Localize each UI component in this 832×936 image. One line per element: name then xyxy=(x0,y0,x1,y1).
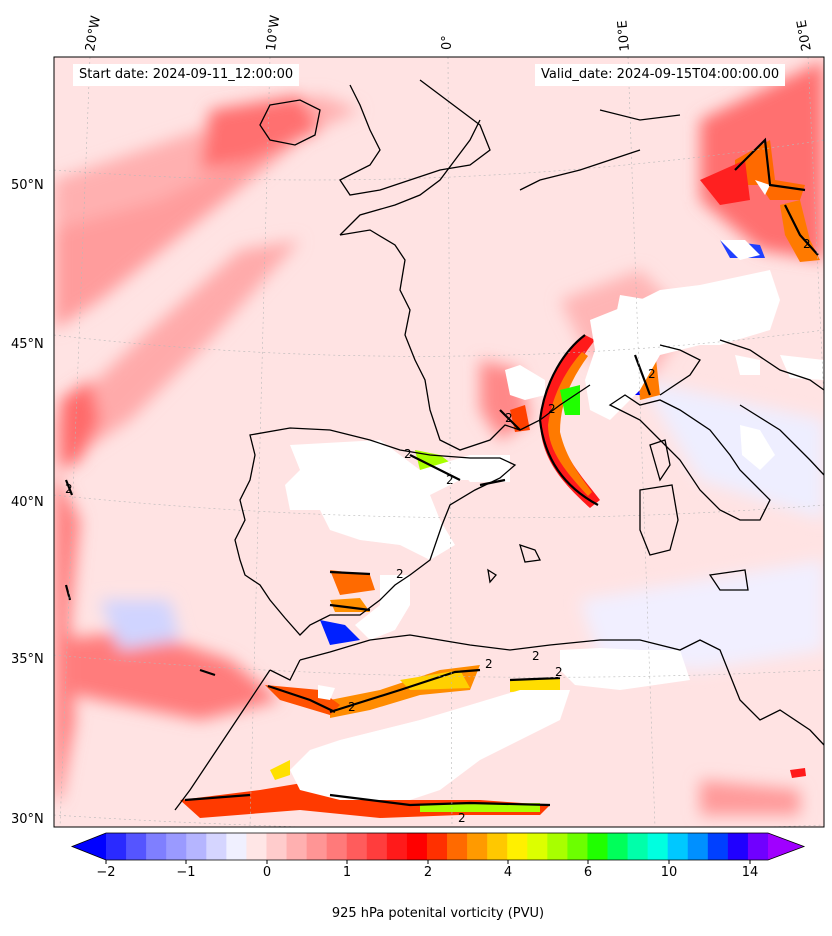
colorbar-swatch xyxy=(206,833,227,860)
map-frame xyxy=(53,56,825,828)
colorbar-swatch xyxy=(507,833,528,860)
colorbar-swatch xyxy=(607,833,629,860)
contour-label: 2 xyxy=(532,649,540,663)
contour-label: 2 xyxy=(446,473,454,487)
colorbar-swatch xyxy=(527,833,548,860)
colorbar-swatch xyxy=(166,833,187,860)
colorbar-tick-label: 10 xyxy=(660,865,678,880)
contour-label: 2 xyxy=(404,447,412,461)
colorbar-swatch xyxy=(747,833,769,860)
colorbar-swatch xyxy=(186,833,207,860)
colorbar-swatch xyxy=(727,833,749,860)
colorbar-swatch xyxy=(386,833,408,860)
colorbar-swatch xyxy=(567,833,588,860)
contour-label: 2 xyxy=(396,567,404,581)
colorbar-tick-label: 2 xyxy=(423,865,433,880)
lon-label-0: 0° xyxy=(440,35,455,50)
colorbar-label: 925 hPa potenital vorticity (PVU) xyxy=(331,906,545,921)
colorbar-tick-label: −2 xyxy=(96,865,116,880)
masked-regions xyxy=(285,180,824,800)
colorbar-swatch xyxy=(326,833,348,860)
contour-label: 2 xyxy=(65,482,73,496)
pv-field: 2 2 2 2 2 2 2 2 2 2 2 2 2 xyxy=(54,57,824,827)
colorbar-swatch xyxy=(687,833,709,860)
colorbar-tick-label: 4 xyxy=(503,865,513,880)
lat-label-50n: 50°N xyxy=(11,178,44,193)
colorbar-swatch xyxy=(667,833,689,860)
lat-label-35n: 35°N xyxy=(11,652,44,667)
contour-label: 2 xyxy=(458,811,466,825)
colorbar-swatch xyxy=(126,833,147,860)
colorbar-extend-max xyxy=(768,833,804,860)
contour-label: 2 xyxy=(803,237,811,251)
graticule xyxy=(54,57,824,827)
colorbar-swatch xyxy=(346,833,368,860)
colorbar-swatch xyxy=(426,833,448,860)
colorbar-swatch xyxy=(627,833,649,860)
colorbar-swatch xyxy=(246,833,267,860)
colorbar-swatch xyxy=(306,833,328,860)
colorbar-tick-label: 6 xyxy=(583,865,593,880)
colorbar-tick-label: 14 xyxy=(741,865,759,880)
colorbar xyxy=(70,832,806,864)
colorbar-tick-label: 0 xyxy=(262,865,272,880)
colorbar-swatch xyxy=(647,833,669,860)
colorbar-swatch xyxy=(406,833,428,860)
lon-label-10e: 10°E xyxy=(615,19,633,53)
colorbar-swatch xyxy=(547,833,568,860)
contour-label: 2 xyxy=(505,411,513,425)
colorbar-swatch xyxy=(366,833,388,860)
contour-label: 2 xyxy=(485,657,493,671)
colorbar-extend-min xyxy=(72,833,106,860)
lat-label-40n: 40°N xyxy=(11,495,44,510)
colorbar-tick-label: 1 xyxy=(342,865,352,880)
colorbar-swatch xyxy=(467,833,488,860)
colorbar-swatch xyxy=(587,833,609,860)
valid-date-label: Valid_date: 2024-09-15T04:00:00.00 xyxy=(535,64,786,86)
pv-2-contours xyxy=(64,137,819,807)
colorbar-swatch xyxy=(487,833,508,860)
contour-label: 2 xyxy=(648,367,656,381)
colorbar-swatch xyxy=(146,833,167,860)
start-date-label: Start date: 2024-09-11_12:00:00 xyxy=(73,64,300,86)
coastlines xyxy=(174,79,824,811)
colorbar-swatch xyxy=(266,833,288,860)
colorbar-swatch xyxy=(707,833,729,860)
lat-label-45n: 45°N xyxy=(11,337,44,352)
contour-label: 2 xyxy=(548,402,556,416)
contour-label: 2 xyxy=(348,700,356,714)
colorbar-swatch xyxy=(447,833,468,860)
lat-label-30n: 30°N xyxy=(11,812,44,827)
colorbar-swatch xyxy=(226,833,247,860)
colorbar-swatch xyxy=(106,833,127,860)
colorbar-swatch xyxy=(286,833,308,860)
contour-label: 2 xyxy=(555,665,563,679)
colorbar-tick-label: −1 xyxy=(176,865,196,880)
contour-labels: 2 2 2 2 2 2 2 2 2 2 2 2 2 xyxy=(65,237,811,825)
